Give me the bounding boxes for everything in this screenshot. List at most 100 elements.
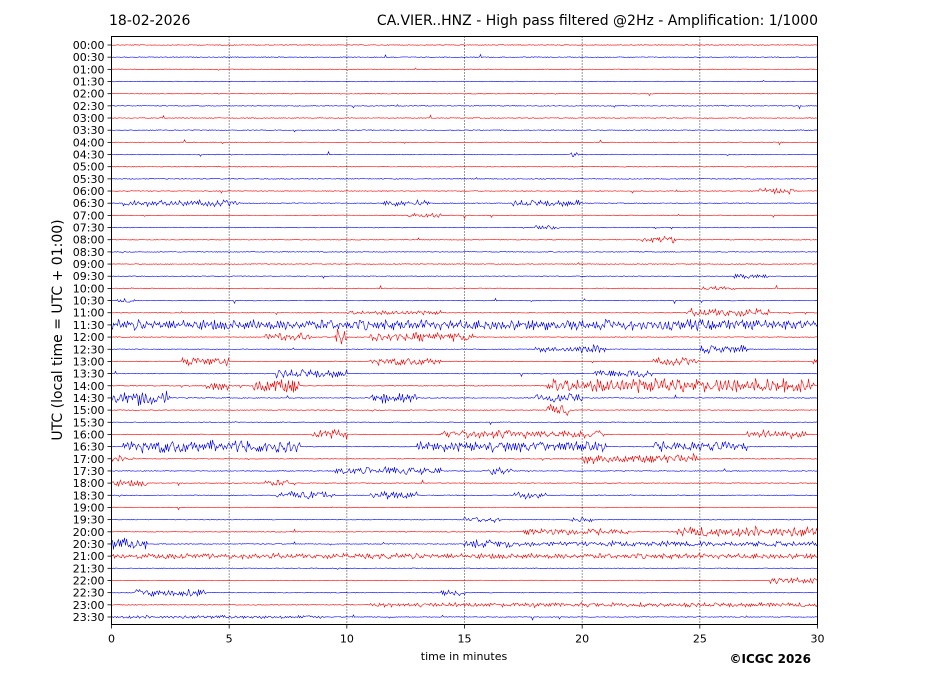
trace-row-2200 <box>111 576 818 585</box>
trace-row-2130 <box>111 567 818 570</box>
y-tick-label: 19:00 <box>73 501 105 514</box>
y-tick-label: 00:00 <box>73 39 105 52</box>
trace-row-1000 <box>111 284 818 291</box>
trace-row-0500 <box>111 165 818 168</box>
trace-row-0200 <box>111 92 818 97</box>
trace-row-0800 <box>111 235 818 244</box>
y-tick-label: 09:30 <box>73 270 105 283</box>
y-tick-label: 13:30 <box>73 368 105 381</box>
trace-row-1600 <box>111 428 818 440</box>
y-tick-label: 13:00 <box>73 355 105 368</box>
y-tick-label: 02:00 <box>73 88 105 101</box>
y-tick-label: 19:30 <box>73 514 105 527</box>
vertical-gridlines <box>228 36 701 625</box>
y-tick-label: 15:00 <box>73 404 105 417</box>
trace-row-1130 <box>111 318 818 332</box>
y-tick-label: 14:00 <box>73 380 105 393</box>
y-tick-label: 10:00 <box>73 282 105 295</box>
y-tick-label: 04:00 <box>73 136 105 149</box>
trace-row-0700 <box>111 212 818 220</box>
x-ticks: 0 5 10 15 20 25 30 <box>108 624 825 646</box>
trace-row-2300 <box>111 601 818 609</box>
y-tick-label: 10:30 <box>73 295 105 308</box>
trace-row-0230 <box>111 104 818 110</box>
y-tick-label: 05:30 <box>73 173 105 186</box>
trace-row-1900 <box>111 506 818 511</box>
trace-row-0930 <box>111 273 818 280</box>
trace-row-1830 <box>111 490 818 500</box>
y-tick-label: 15:30 <box>73 416 105 429</box>
trace-row-1930 <box>111 516 818 524</box>
copyright-label: ©ICGC 2026 <box>729 652 811 666</box>
trace-row-1500 <box>111 403 818 416</box>
trace-row-0600 <box>111 187 818 195</box>
y-tick-label: 08:30 <box>73 246 105 259</box>
trace-row-0730 <box>111 224 818 230</box>
y-tick-label: 18:00 <box>73 477 105 490</box>
x-tick-label: 25 <box>693 633 707 646</box>
x-tick-label: 30 <box>811 633 825 646</box>
y-tick-label: 03:00 <box>73 112 105 125</box>
chart-title: CA.VIER..HNZ - High pass filtered @2Hz -… <box>377 13 818 29</box>
x-tick-label: 20 <box>575 633 589 646</box>
trace-row-1700 <box>111 452 818 465</box>
plot-frame <box>111 36 818 625</box>
trace-row-1630 <box>111 439 818 454</box>
trace-row-0330 <box>111 129 818 133</box>
y-axis-label: UTC (local time = UTC + 01:00) <box>50 219 66 440</box>
trace-row-1100 <box>111 307 818 317</box>
trace-row-2030 <box>111 537 818 550</box>
x-tick-label: 10 <box>340 633 354 646</box>
y-tick-label: 18:30 <box>73 489 105 502</box>
trace-row-1200 <box>111 328 818 345</box>
trace-row-0130 <box>111 79 818 83</box>
x-tick-label: 0 <box>108 633 115 646</box>
y-tick-label: 12:30 <box>73 343 105 356</box>
trace-row-1300 <box>111 356 818 367</box>
y-tick-label: 20:30 <box>73 538 105 551</box>
y-tick-label: 11:30 <box>73 319 105 332</box>
trace-row-2000 <box>111 525 818 538</box>
date-label: 18-02-2026 <box>109 13 190 29</box>
x-tick-label: 15 <box>458 633 472 646</box>
trace-row-1430 <box>111 390 818 407</box>
trace-row-2230 <box>111 589 818 598</box>
y-tick-label: 11:00 <box>73 307 105 320</box>
y-tick-label: 16:30 <box>73 441 105 454</box>
trace-row-0300 <box>111 114 818 120</box>
y-tick-label: 22:30 <box>73 587 105 600</box>
trace-row-0400 <box>111 139 818 146</box>
trace-row-0830 <box>111 251 818 254</box>
y-tick-label: 17:00 <box>73 453 105 466</box>
trace-rows <box>111 44 818 621</box>
y-tick-label: 03:30 <box>73 124 105 137</box>
x-axis-label: time in minutes <box>421 650 508 663</box>
y-tick-label: 22:00 <box>73 574 105 587</box>
y-tick-label: 23:30 <box>73 611 105 624</box>
trace-row-1030 <box>111 297 818 305</box>
y-tick-label: 07:00 <box>73 209 105 222</box>
y-tick-labels: 00:0000:3001:0001:3002:0002:3003:0003:30… <box>73 39 112 624</box>
y-tick-label: 21:00 <box>73 550 105 563</box>
trace-row-1330 <box>111 368 818 379</box>
trace-row-0430 <box>111 150 818 158</box>
y-tick-label: 09:00 <box>73 258 105 271</box>
y-tick-label: 16:00 <box>73 428 105 441</box>
trace-row-0100 <box>111 67 818 71</box>
y-tick-label: 23:00 <box>73 599 105 612</box>
trace-row-2330 <box>111 614 818 621</box>
y-tick-label: 04:30 <box>73 149 105 162</box>
trace-row-2100 <box>111 552 818 561</box>
y-tick-label: 06:30 <box>73 197 105 210</box>
trace-row-1230 <box>111 343 818 355</box>
y-tick-label: 02:30 <box>73 100 105 113</box>
y-tick-label: 12:00 <box>73 331 105 344</box>
y-tick-label: 00:30 <box>73 51 105 64</box>
y-tick-label: 14:30 <box>73 392 105 405</box>
trace-row-1530 <box>111 421 818 426</box>
y-tick-label: 01:30 <box>73 76 105 89</box>
x-tick-label: 5 <box>226 633 233 646</box>
y-tick-label: 08:00 <box>73 234 105 247</box>
trace-row-0900 <box>111 262 818 265</box>
